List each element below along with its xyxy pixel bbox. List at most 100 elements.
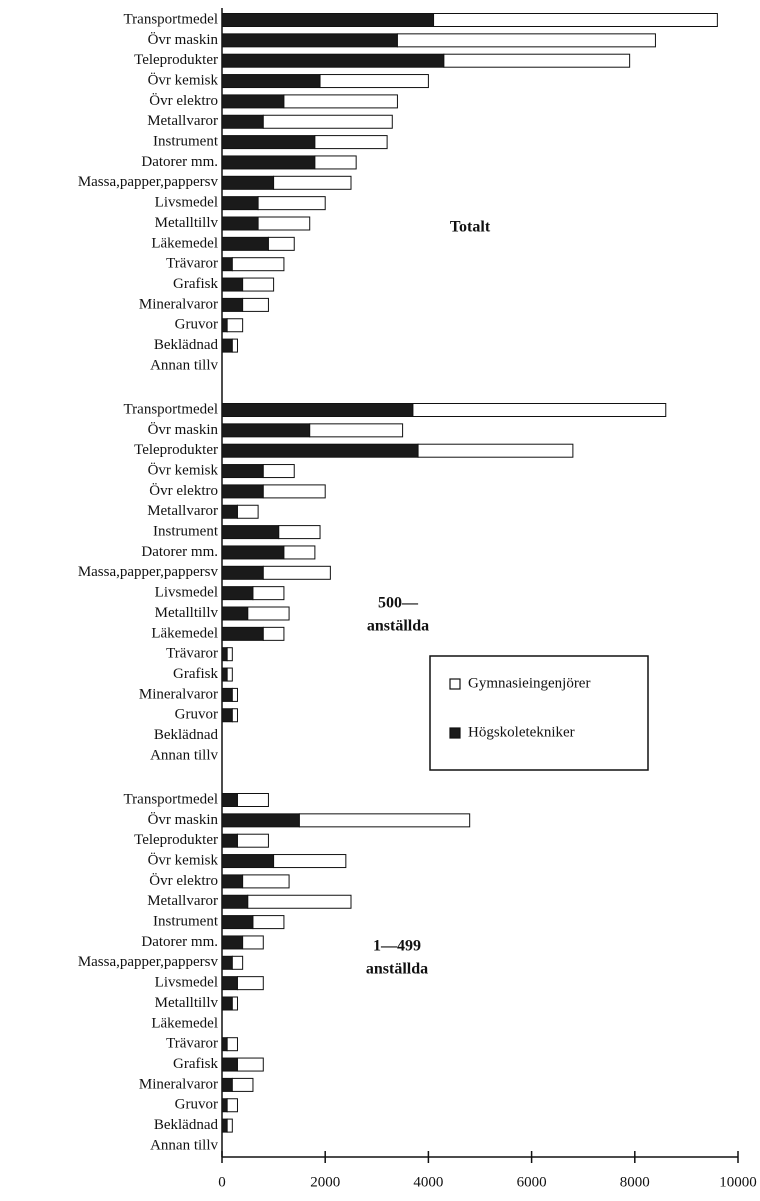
- bar: [257, 196, 326, 211]
- bar: [221, 545, 285, 560]
- bar: [267, 236, 295, 251]
- legend-swatch: [449, 727, 461, 739]
- panel-title: anställda: [367, 618, 429, 635]
- bar: [226, 1037, 238, 1052]
- bar: [221, 793, 238, 807]
- bar: [221, 874, 244, 889]
- bar: [221, 606, 249, 621]
- bar: [298, 813, 471, 828]
- bar: [231, 996, 238, 1011]
- bar: [247, 606, 290, 621]
- y-tick-label: Massa,papper,pappersv: [78, 954, 219, 970]
- y-tick-label: Instrument: [153, 134, 219, 150]
- y-tick-label: Datorer mm.: [141, 934, 218, 950]
- bar: [221, 1077, 233, 1092]
- y-tick-label: Transportmedel: [124, 401, 218, 417]
- y-tick-label: Annan tillv: [150, 1137, 218, 1153]
- y-tick-label: Läkemedel: [151, 235, 218, 251]
- bar: [417, 443, 574, 458]
- y-tick-label: Grafisk: [173, 1056, 218, 1072]
- bar: [396, 33, 656, 48]
- y-tick-label: Övr kemisk: [148, 461, 219, 478]
- legend-box: [429, 655, 649, 771]
- y-tick-label: Övr elektro: [149, 872, 218, 889]
- bar: [221, 216, 259, 231]
- bar: [221, 114, 264, 129]
- bar: [236, 1057, 264, 1072]
- bar: [262, 484, 326, 499]
- y-tick-label: Instrument: [153, 914, 219, 930]
- bar: [221, 175, 275, 190]
- bar: [242, 874, 290, 889]
- bar: [433, 13, 718, 27]
- bar: [221, 257, 233, 272]
- bar: [221, 403, 414, 417]
- y-tick-label: Livsmedel: [155, 195, 218, 211]
- x-tick-label: 6000: [517, 1174, 547, 1190]
- bar: [221, 318, 228, 333]
- bar: [242, 935, 264, 950]
- y-tick-label: Livsmedel: [155, 975, 218, 991]
- y-tick-label: Massa,papper,pappersv: [78, 174, 219, 190]
- bar: [221, 894, 249, 909]
- y-tick-label: Övr kemisk: [148, 851, 219, 868]
- y-tick-label: Metallvaror: [147, 503, 218, 519]
- y-tick-label: Grafisk: [173, 666, 218, 682]
- bar: [221, 647, 228, 662]
- bar: [221, 935, 244, 950]
- bar: [221, 33, 398, 48]
- bar: [226, 1118, 233, 1133]
- y-tick-label: Metallvaror: [147, 113, 218, 129]
- bar: [262, 565, 331, 580]
- bar: [221, 196, 259, 211]
- x-tick-label: 4000: [413, 1174, 443, 1190]
- bar: [319, 74, 429, 89]
- bar: [221, 338, 233, 353]
- bar: [283, 545, 316, 560]
- legend-label: Högskoletekniker: [468, 724, 575, 740]
- bar: [221, 53, 445, 68]
- y-tick-label: Trävaror: [166, 256, 218, 272]
- y-tick-label: Läkemedel: [151, 1015, 218, 1031]
- bar: [262, 114, 393, 129]
- y-tick-label: Annan tillv: [150, 357, 218, 373]
- bar: [221, 464, 264, 479]
- bar: [221, 854, 275, 869]
- bar: [236, 976, 264, 991]
- panel-title: 1—499: [373, 938, 421, 955]
- bar: [252, 915, 285, 930]
- legend-swatch: [449, 678, 461, 690]
- x-tick-label: 8000: [620, 1174, 650, 1190]
- bar: [257, 216, 311, 231]
- bar: [247, 894, 352, 909]
- bar: [262, 626, 285, 641]
- bar: [221, 94, 285, 109]
- bar: [231, 955, 244, 970]
- bar: [221, 996, 233, 1011]
- y-tick-label: Trävaror: [166, 1036, 218, 1052]
- bar: [221, 277, 244, 292]
- bar: [412, 403, 667, 417]
- bar: [221, 687, 233, 702]
- y-tick-label: Mineralvaror: [139, 686, 218, 702]
- bar: [273, 175, 352, 190]
- bar: [221, 155, 316, 170]
- bar: [226, 647, 233, 662]
- bar: [221, 236, 269, 251]
- y-tick-label: Datorer mm.: [141, 544, 218, 560]
- bar: [278, 525, 321, 540]
- y-tick-label: Mineralvaror: [139, 296, 218, 312]
- y-tick-label: Teleprodukter: [134, 52, 218, 68]
- y-tick-label: Transportmedel: [124, 11, 218, 27]
- bar: [221, 1057, 238, 1072]
- x-tick-label: 2000: [310, 1174, 340, 1190]
- bar: [221, 976, 238, 991]
- bar: [221, 297, 244, 312]
- y-tick-label: Metalltillv: [155, 995, 219, 1011]
- y-tick-label: Trävaror: [166, 646, 218, 662]
- bar: [221, 565, 264, 580]
- y-tick-label: Gruvor: [175, 1097, 218, 1113]
- y-tick-label: Teleprodukter: [134, 832, 218, 848]
- y-tick-label: Datorer mm.: [141, 154, 218, 170]
